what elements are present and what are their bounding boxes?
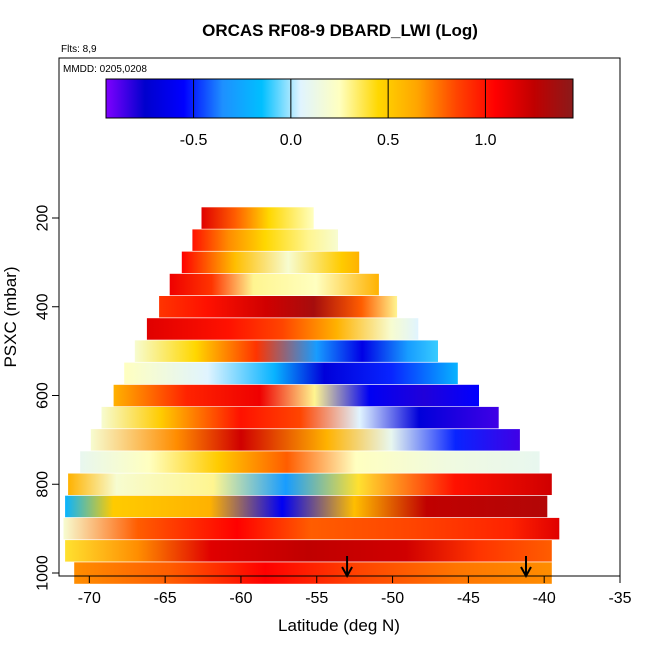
heatmap-row-1000 — [74, 562, 552, 584]
y-tick-label: 200 — [35, 205, 52, 232]
dates-note: MMDD: 0205,0208 — [63, 64, 147, 75]
chart-title: ORCAS RF08-9 DBARD_LWI (Log) — [202, 21, 478, 40]
y-tick-label: 600 — [35, 382, 52, 409]
x-tick-label: -50 — [381, 590, 404, 607]
x-tick-label: -35 — [608, 590, 631, 607]
heatmap-row-950 — [65, 540, 552, 562]
x-tick-label: -40 — [533, 590, 556, 607]
heatmap-row-850 — [65, 495, 548, 518]
heatmap-row-650 — [101, 406, 499, 429]
colorbar-tick-label: 1.0 — [474, 132, 496, 149]
y-axis: 200 400 600 800 1000 — [35, 205, 59, 591]
heatmap-row-400 — [159, 296, 398, 318]
heatmap-row-250 — [192, 229, 338, 251]
heatmap-row-900 — [63, 517, 560, 540]
heatmap-row-200 — [201, 207, 314, 229]
y-tick-label: 400 — [35, 293, 52, 320]
y-tick-label: 1000 — [35, 555, 52, 591]
x-tick-label: -70 — [78, 590, 101, 607]
heatmap-row-600 — [113, 384, 479, 407]
heatmap-row-700 — [90, 429, 520, 451]
heatmap-row-500 — [134, 340, 439, 362]
flights-note: Flts: 8,9 — [61, 44, 97, 55]
plot-frame — [58, 57, 621, 577]
heatmap-row-800 — [68, 473, 552, 495]
x-tick-label: -45 — [457, 590, 480, 607]
heatmap-row-450 — [146, 318, 419, 340]
x-tick-label: -65 — [154, 590, 177, 607]
x-axis: -70 -65 -60 -55 -50 -45 -40 -35 — [78, 576, 632, 607]
heatmap-row-300 — [181, 251, 360, 274]
heatmap-row-550 — [124, 362, 458, 385]
x-tick-label: -55 — [305, 590, 328, 607]
colorbar: -0.5 0.0 0.5 1.0 — [105, 78, 574, 149]
heatmap-rows — [63, 207, 560, 584]
colorbar-tick-label: 0.5 — [377, 132, 399, 149]
y-tick-label: 800 — [35, 471, 52, 498]
heatmap-row-350 — [169, 273, 379, 296]
colorbar-tick-label: -0.5 — [180, 132, 208, 149]
x-tick-label: -60 — [229, 590, 252, 607]
y-axis-label: PSXC (mbar) — [1, 266, 20, 367]
x-axis-label: Latitude (deg N) — [278, 616, 400, 635]
colorbar-gradient — [105, 78, 574, 119]
heatmap-row-750 — [80, 451, 540, 473]
colorbar-tick-label: 0.0 — [280, 132, 302, 149]
